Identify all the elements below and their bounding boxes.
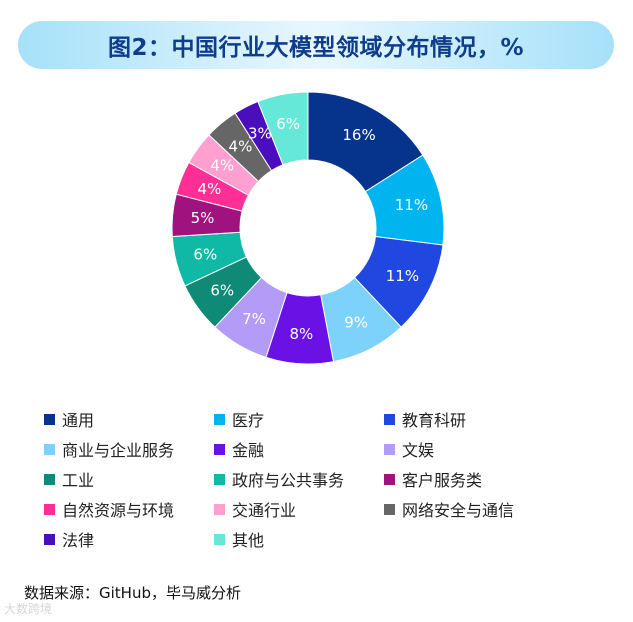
legend-label: 其他: [232, 531, 265, 550]
legend-swatch: [214, 443, 225, 455]
legend-swatch: [214, 413, 225, 425]
slice-value-label: 4%: [210, 157, 234, 175]
slice-value-label: 3%: [248, 125, 272, 143]
legend-label: 法律: [62, 531, 95, 550]
legend-swatch: [214, 533, 225, 545]
legend-item: 文娱: [384, 438, 584, 460]
donut-slice: [307, 91, 424, 193]
slice-value-label: 11%: [395, 196, 428, 214]
legend-item: 政府与公共事务: [214, 468, 384, 490]
slice-value-label: 11%: [386, 267, 419, 285]
legend-item: 通用: [44, 408, 214, 430]
legend-swatch: [44, 533, 55, 545]
legend-item: 交通行业: [214, 498, 384, 520]
legend-item: 教育科研: [384, 408, 584, 430]
legend-item: 法律: [44, 528, 214, 550]
title-banner: 图2：中国行业大模型领域分布情况，%: [18, 21, 614, 69]
legend-label: 工业: [62, 471, 95, 490]
legend-item: 医疗: [214, 408, 384, 430]
legend-swatch: [384, 443, 395, 455]
legend-item: 金融: [214, 438, 384, 460]
donut-slice: [257, 91, 309, 166]
slice-value-label: 16%: [342, 126, 375, 144]
slice-value-label: 6%: [210, 281, 234, 299]
legend-label: 政府与公共事务: [232, 471, 345, 490]
legend-label: 文娱: [402, 441, 435, 460]
legend-swatch: [214, 503, 225, 515]
slice-value-label: 5%: [191, 209, 215, 227]
legend-label: 网络安全与通信: [402, 501, 515, 520]
legend-item: 商业与企业服务: [44, 438, 214, 460]
legend-swatch: [384, 413, 395, 425]
legend-swatch: [44, 413, 55, 425]
legend-label: 教育科研: [402, 411, 467, 430]
legend-item: 自然资源与环境: [44, 498, 214, 520]
slice-value-label: 4%: [198, 180, 222, 198]
legend-swatch: [214, 473, 225, 485]
legend-label: 商业与企业服务: [62, 441, 175, 460]
legend-swatch: [44, 443, 55, 455]
legend-label: 客户服务类: [402, 471, 483, 490]
legend-swatch: [44, 473, 55, 485]
slice-value-label: 4%: [229, 137, 253, 155]
donut-chart-svg: 16%11%11%9%8%7%6%6%5%4%4%4%3%6%: [171, 91, 445, 365]
watermark: 大数跨境: [4, 602, 53, 616]
legend-item: 网络安全与通信: [384, 498, 584, 520]
slice-value-label: 6%: [276, 115, 300, 133]
slice-value-label: 6%: [193, 245, 217, 263]
legend-swatch: [44, 503, 55, 515]
chart-legend: 通用 医疗 教育科研商业与企业服务 金融 文娱工业 政府与公共事务 客户服务类自然资源与环境…: [44, 408, 604, 550]
legend-label: 自然资源与环境: [62, 501, 175, 520]
legend-item: 其他: [214, 528, 384, 550]
data-source-note: 数据来源：GitHub，毕马威分析: [24, 584, 241, 602]
legend-swatch: [384, 473, 395, 485]
legend-label: 通用: [62, 411, 95, 430]
legend-item: 工业: [44, 468, 214, 490]
donut-chart: 16% 11% 11% 9% 8% 7% 6% 6% 5% 4% 4% 4% 3% 6%: [168, 88, 448, 368]
slice-value-label: 9%: [344, 313, 368, 331]
slice-value-label: 8%: [289, 325, 313, 343]
slice-value-label: 7%: [242, 310, 266, 328]
legend-label: 交通行业: [232, 501, 297, 520]
legend-item: 客户服务类: [384, 468, 584, 490]
legend-label: 医疗: [232, 411, 265, 430]
chart-title: 图2：中国行业大模型领域分布情况，%: [107, 35, 525, 61]
legend-label: 金融: [232, 441, 265, 460]
legend-swatch: [384, 503, 395, 515]
